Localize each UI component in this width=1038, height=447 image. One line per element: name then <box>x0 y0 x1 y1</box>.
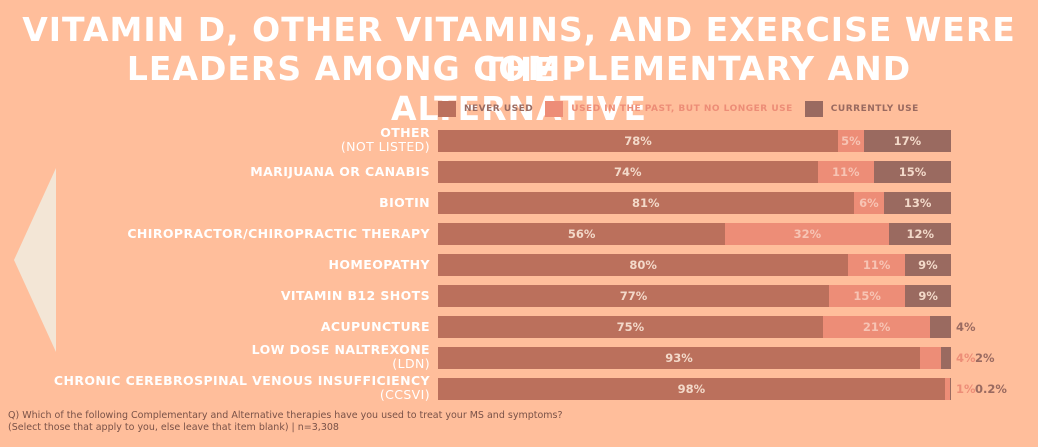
data-label: 5% <box>841 134 861 148</box>
data-label: 80% <box>629 258 657 272</box>
bar-past-vitamin-b12-shots: 15% <box>829 285 906 307</box>
category-label-chiropractor-chiropractic-therapy: CHIROPRACTOR/CHIROPRACTIC THERAPY <box>0 227 430 241</box>
footnote-question: Q) Which of the following Complementary … <box>8 410 563 421</box>
data-label: 81% <box>631 196 660 210</box>
bar-never-biotin: 81% <box>438 192 854 214</box>
data-label: 93% <box>665 351 693 365</box>
category-name: VITAMIN B12 SHOTS <box>280 288 430 303</box>
bar-past-low-dose-naltrexone <box>919 347 941 369</box>
bar-past-other: 5% <box>838 130 864 152</box>
data-label-outside-current-chronic-cerebrospinal-venous-insufficiency: 0.2% <box>975 382 1007 396</box>
category-label-homeopathy: HOMEOPATHY <box>0 258 430 272</box>
category-name: ACUPUNCTURE <box>320 319 430 334</box>
bar-current-chronic-cerebrospinal-venous-insufficiency <box>949 378 951 400</box>
bar-past-marijuana-or-canabis: 11% <box>817 161 875 183</box>
category-subname: (CCSVI) <box>379 387 430 402</box>
footnote-instructions: (Select those that apply to you, else le… <box>8 422 339 433</box>
bar-current-other: 17% <box>863 130 951 152</box>
legend-item-never: NEVER USED <box>438 101 533 117</box>
category-label-vitamin-b12-shots: VITAMIN B12 SHOTS <box>0 289 430 303</box>
legend-swatch-past <box>545 101 564 117</box>
bar-never-chiropractor-chiropractic-therapy: 56% <box>438 223 726 245</box>
data-label: 32% <box>793 227 822 241</box>
bar-never-marijuana-or-canabis: 74% <box>438 161 818 183</box>
bar-past-acupuncture: 21% <box>822 316 931 338</box>
legend-swatch-never <box>438 101 456 117</box>
category-label-acupuncture: ACUPUNCTURE <box>0 320 430 334</box>
category-name: LOW DOSE NALTREXONE <box>251 342 430 357</box>
category-label-biotin: BIOTIN <box>0 196 430 210</box>
category-name: MARIJUANA OR CANABIS <box>250 164 430 179</box>
data-label-outside-current-low-dose-naltrexone: 2% <box>975 351 995 365</box>
legend-label-past: USED IN THE PAST, BUT NO LONGER USE <box>571 104 793 114</box>
legend-item-current: CURRENTLY USE <box>804 101 919 117</box>
bar-past-chronic-cerebrospinal-venous-insufficiency <box>944 378 950 400</box>
data-label: 13% <box>903 196 932 210</box>
category-name: CHIROPRACTOR/CHIROPRACTIC THERAPY <box>127 226 430 241</box>
data-label-outside-past-low-dose-naltrexone: 4% <box>956 351 976 365</box>
category-subname: (NOT LISTED) <box>340 139 430 154</box>
data-label: 11% <box>862 258 891 272</box>
data-label: 77% <box>619 289 648 303</box>
data-label: 6% <box>859 196 879 210</box>
category-label-chronic-cerebrospinal-venous-insufficiency: CHRONIC CEREBROSPINAL VENOUS INSUFFICIEN… <box>0 374 430 402</box>
data-label: 11% <box>832 165 860 179</box>
legend-swatch-current <box>804 101 823 117</box>
bar-current-low-dose-naltrexone <box>940 347 951 369</box>
data-label: 75% <box>616 320 645 334</box>
data-label: 12% <box>906 227 934 241</box>
category-label-other: OTHER (NOT LISTED) <box>0 126 430 154</box>
bar-never-other: 78% <box>438 130 839 152</box>
bar-past-homeopathy: 11% <box>848 254 905 276</box>
category-name: BIOTIN <box>379 195 430 210</box>
data-label: 74% <box>614 165 642 179</box>
category-name: HOMEOPATHY <box>328 257 430 272</box>
category-label-marijuana-or-canabis: MARIJUANA OR CANABIS <box>0 165 430 179</box>
bar-current-chiropractor-chiropractic-therapy: 12% <box>889 223 951 245</box>
legend-item-past: USED IN THE PAST, BUT NO LONGER USE <box>545 101 793 117</box>
category-subname: (LDN) <box>392 356 430 371</box>
chart-title-line-1: Vitamin D, other vitamins, and exercise … <box>22 10 1016 89</box>
bar-never-chronic-cerebrospinal-venous-insufficiency: 98% <box>438 378 945 400</box>
data-label: 98% <box>677 382 706 396</box>
data-label-outside-current-acupuncture: 4% <box>956 320 976 334</box>
bar-past-biotin: 6% <box>853 192 885 214</box>
category-label-low-dose-naltrexone: LOW DOSE NALTREXONE (LDN) <box>0 343 430 371</box>
data-label: 78% <box>624 134 652 148</box>
left-arrow-icon[interactable] <box>14 168 56 352</box>
legend: NEVER USED USED IN THE PAST, BUT NO LONG… <box>438 101 931 117</box>
bar-current-homeopathy: 9% <box>904 254 951 276</box>
bar-current-marijuana-or-canabis: 15% <box>874 161 951 183</box>
data-label: 9% <box>918 289 938 303</box>
bar-current-biotin: 13% <box>884 192 951 214</box>
legend-label-current: CURRENTLY USE <box>830 104 919 114</box>
data-label: 21% <box>862 320 891 334</box>
footnote: Q) Which of the following Complementary … <box>8 410 563 434</box>
data-label: 17% <box>893 134 922 148</box>
bar-current-acupuncture <box>930 316 951 338</box>
data-label: 15% <box>853 289 881 303</box>
data-label: 9% <box>918 258 938 272</box>
bar-never-vitamin-b12-shots: 77% <box>438 285 830 307</box>
chart-title-line-2: leaders among complementary and alternat… <box>126 49 912 128</box>
bar-never-low-dose-naltrexone: 93% <box>438 347 920 369</box>
data-label: 15% <box>898 165 927 179</box>
bar-never-homeopathy: 80% <box>438 254 849 276</box>
bar-current-vitamin-b12-shots: 9% <box>905 285 951 307</box>
category-name: OTHER <box>380 125 430 140</box>
legend-label-never: NEVER USED <box>464 104 534 114</box>
bar-past-chiropractor-chiropractic-therapy: 32% <box>725 223 890 245</box>
data-label: 56% <box>567 227 596 241</box>
bar-never-acupuncture: 75% <box>438 316 823 338</box>
data-label-outside-past-chronic-cerebrospinal-venous-insufficiency: 1% <box>956 382 976 396</box>
category-name: CHRONIC CEREBROSPINAL VENOUS INSUFFICIEN… <box>53 373 430 388</box>
